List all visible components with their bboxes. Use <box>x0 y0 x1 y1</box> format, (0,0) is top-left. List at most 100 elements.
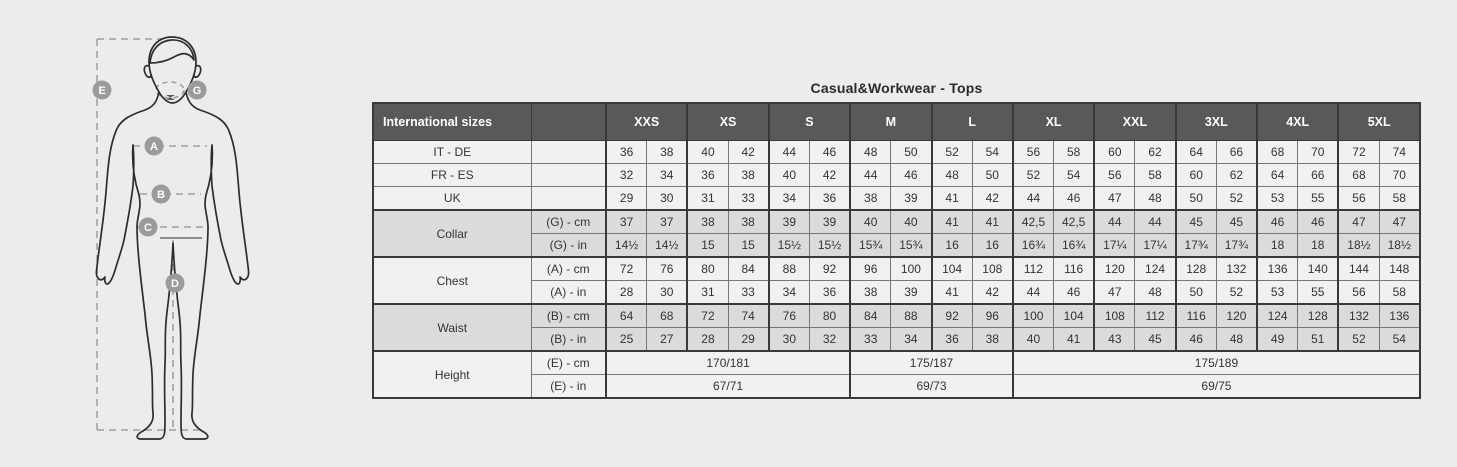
row-label-uk: UK <box>372 186 532 211</box>
value-cell: 34 <box>767 186 810 211</box>
value-cell: 50 <box>1174 186 1217 211</box>
value-cell: 108 <box>1093 303 1136 328</box>
value-cell: 88 <box>890 303 932 328</box>
value-cell: 42,5 <box>1053 209 1095 234</box>
value-cell: 108 <box>971 256 1014 281</box>
value-cell: 33 <box>727 280 770 305</box>
unit-label-cell: (B) - in <box>530 327 607 352</box>
unit-label-cell: (E) - in <box>530 374 607 399</box>
value-cell: 38 <box>686 209 729 234</box>
value-cell: 42 <box>808 163 851 187</box>
value-cell: 44 <box>1134 209 1177 234</box>
size-chart-body: IT - DE 36 38 40 42 44 46 48 50 52 54 56 58 60 62 64 66 6… <box>372 140 1421 399</box>
value-cell: 15¾ <box>890 233 932 258</box>
value-cell: 100 <box>890 256 932 281</box>
value-cell: 60 <box>1093 140 1136 164</box>
value-cell: 46 <box>1053 280 1095 305</box>
table-row-fr-es: FR - ES 32 34 36 38 40 42 44 46 48 50 52 54 56 58 60 62 6… <box>372 163 1421 187</box>
value-cell: 132 <box>1215 256 1258 281</box>
table-row-chest-a-in: (A) - in 28 30 31 33 34 36 38 39 41 42 44 46 47 48 50 52… <box>373 280 1421 305</box>
value-cell: 66 <box>1215 140 1258 164</box>
value-cell: 92 <box>930 303 973 328</box>
value-cell: 128 <box>1297 303 1339 328</box>
table-row-it-de: IT - DE 36 38 40 42 44 46 48 50 52 54 56 58 60 62 64 66 6… <box>372 140 1421 164</box>
value-cell: 18½ <box>1337 233 1380 258</box>
value-cell: 39 <box>890 186 932 211</box>
value-cell: 48 <box>930 163 973 187</box>
value-cell: 54 <box>971 140 1014 164</box>
value-cell: 38 <box>727 209 770 234</box>
header-size-xl: XL <box>1011 102 1095 141</box>
value-cell: 54 <box>1053 163 1095 187</box>
value-cell: 44 <box>1093 209 1136 234</box>
value-cell: 120 <box>1215 303 1258 328</box>
value-cell: 34 <box>646 163 688 187</box>
value-cell: 53 <box>1256 280 1299 305</box>
group-label-chest: Chest <box>372 256 532 305</box>
value-cell: 128 <box>1174 256 1217 281</box>
value-cell: 30 <box>646 280 688 305</box>
table-row-collar-g-cm: Collar (G) - cm 37 37 38 38 39 39 40 40 41 41 42,5 42… <box>372 209 1421 258</box>
value-cell: 72 <box>605 256 648 281</box>
value-cell: 148 <box>1378 256 1421 281</box>
value-cell: 33 <box>849 327 892 352</box>
badge-E-circle <box>92 80 112 100</box>
value-cell: 37 <box>605 209 648 234</box>
value-cell: 42 <box>971 280 1014 305</box>
value-cell: 72 <box>1337 140 1380 164</box>
value-cell: 43 <box>1093 327 1136 352</box>
value-cell: 36 <box>808 186 851 211</box>
span-value-cell: 170/181 <box>604 350 851 375</box>
value-cell: 15¾ <box>849 233 892 258</box>
table-row-height-e-cm: Height (E) - cm 170/181 175/187 175/189 <box>372 350 1421 399</box>
value-cell: 36 <box>686 163 729 187</box>
value-cell: 60 <box>1174 163 1217 187</box>
row-label-it-de: IT - DE <box>372 140 532 164</box>
blank-cell <box>530 163 607 187</box>
value-cell: 116 <box>1174 303 1217 328</box>
value-cell: 34 <box>767 280 810 305</box>
value-cell: 136 <box>1378 303 1421 328</box>
value-cell: 40 <box>1011 327 1055 352</box>
value-cell: 124 <box>1134 256 1177 281</box>
value-cell: 56 <box>1337 186 1380 211</box>
value-cell: 64 <box>1256 163 1299 187</box>
value-cell: 62 <box>1134 140 1177 164</box>
value-cell: 50 <box>890 140 932 164</box>
value-cell: 46 <box>1256 209 1299 234</box>
value-cell: 38 <box>727 163 770 187</box>
value-cell: 46 <box>890 163 932 187</box>
value-cell: 45 <box>1174 209 1217 234</box>
value-cell: 14½ <box>646 233 688 258</box>
value-cell: 46 <box>1297 209 1339 234</box>
value-cell: 33 <box>727 186 770 211</box>
value-cell: 112 <box>1011 256 1055 281</box>
header-blank <box>530 102 607 141</box>
header-row: International sizes XXS XS S M L XL XXL 3XL 4XL 5X… <box>372 102 1421 141</box>
value-cell: 44 <box>1011 186 1055 211</box>
value-cell: 55 <box>1297 280 1339 305</box>
value-cell: 40 <box>686 140 729 164</box>
unit-label-cell: (E) - cm <box>530 350 607 375</box>
value-cell: 88 <box>767 256 810 281</box>
badge-D-circle <box>165 273 185 293</box>
header-size-xxl: XXL <box>1093 102 1177 141</box>
value-cell: 32 <box>605 163 648 187</box>
value-cell: 45 <box>1134 327 1177 352</box>
value-cell: 17¼ <box>1093 233 1136 258</box>
blank-cell <box>530 140 607 164</box>
value-cell: 29 <box>727 327 770 352</box>
header-size-l: L <box>930 102 1014 141</box>
measure-badges: E G A B C D <box>92 80 207 293</box>
unit-label-cell: (A) - in <box>530 280 607 305</box>
value-cell: 46 <box>808 140 851 164</box>
group-label-waist: Waist <box>372 303 532 352</box>
value-cell: 68 <box>1337 163 1380 187</box>
value-cell: 52 <box>1337 327 1380 352</box>
value-cell: 47 <box>1093 186 1136 211</box>
head-outline <box>148 36 197 104</box>
value-cell: 96 <box>849 256 892 281</box>
header-international-sizes: International sizes <box>372 102 532 141</box>
value-cell: 48 <box>849 140 892 164</box>
